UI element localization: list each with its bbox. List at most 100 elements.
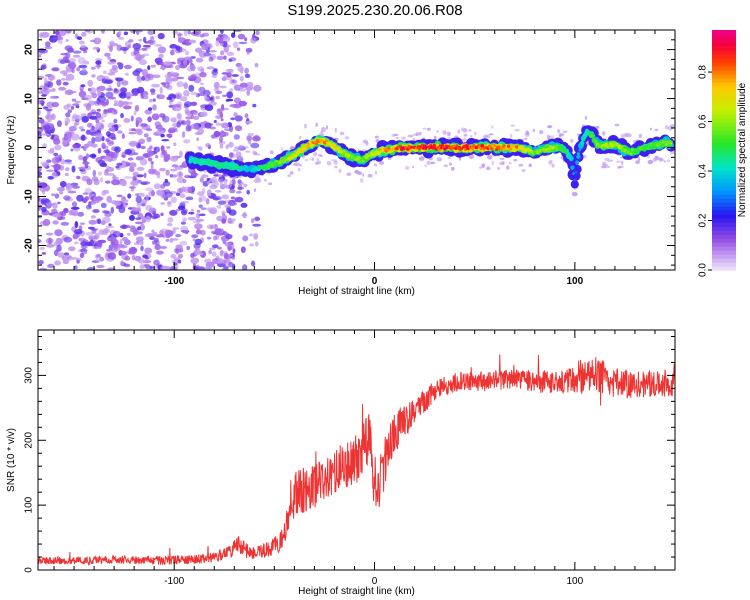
x-tick-label: 0 xyxy=(372,576,378,587)
noise-speckle xyxy=(139,158,148,166)
noise-speckle xyxy=(134,221,144,225)
noise-speckle xyxy=(147,65,151,71)
noise-speckle xyxy=(213,174,221,177)
noise-speckle xyxy=(155,240,160,246)
noise-speckle xyxy=(151,83,161,88)
noise-speckle xyxy=(38,100,45,105)
noise-speckle xyxy=(72,212,79,217)
noise-speckle xyxy=(128,162,137,168)
noise-speckle xyxy=(223,35,231,42)
noise-speckle xyxy=(206,236,212,240)
noise-speckle xyxy=(183,59,188,66)
noise-speckle xyxy=(161,139,170,142)
noise-speckle xyxy=(132,229,138,237)
noise-speckle xyxy=(171,98,175,101)
noise-speckle xyxy=(150,36,155,40)
noise-speckle xyxy=(138,30,143,33)
noise-speckle xyxy=(88,219,98,225)
y-tick-label: -20 xyxy=(24,238,35,253)
noise-speckle xyxy=(156,129,165,134)
noise-speckle xyxy=(43,164,47,168)
noise-speckle xyxy=(164,229,172,237)
noise-speckle xyxy=(373,163,378,167)
noise-speckle xyxy=(182,131,186,138)
noise-speckle xyxy=(236,155,243,160)
noise-speckle xyxy=(199,176,204,183)
ridge-mark xyxy=(502,144,506,148)
noise-speckle xyxy=(71,98,77,102)
noise-speckle xyxy=(620,133,626,139)
noise-speckle xyxy=(64,131,73,135)
colorbar-segment xyxy=(712,126,736,131)
noise-speckle xyxy=(124,148,133,155)
noise-speckle xyxy=(551,163,555,168)
noise-speckle xyxy=(60,159,66,165)
noise-speckle xyxy=(93,178,100,186)
noise-speckle xyxy=(607,159,613,162)
ridge-mark xyxy=(432,143,437,148)
noise-speckle xyxy=(169,265,178,270)
noise-speckle xyxy=(136,192,146,197)
noise-speckle xyxy=(244,67,250,74)
noise-speckle xyxy=(125,101,133,105)
noise-speckle xyxy=(68,246,76,252)
noise-speckle xyxy=(293,163,298,166)
noise-speckle xyxy=(85,129,91,135)
ridge-mark xyxy=(294,154,298,157)
noise-speckle xyxy=(99,256,105,262)
noise-speckle xyxy=(254,241,259,247)
noise-speckle xyxy=(81,31,87,37)
colorbar-segment xyxy=(712,150,736,155)
noise-speckle xyxy=(45,169,55,172)
noise-speckle xyxy=(140,145,146,150)
x-axis-label: Height of straight line (km) xyxy=(298,286,415,297)
noise-speckle xyxy=(216,204,222,209)
noise-speckle xyxy=(70,206,80,210)
noise-speckle xyxy=(151,189,155,197)
noise-speckle xyxy=(65,30,72,34)
noise-speckle xyxy=(434,135,437,141)
noise-speckle xyxy=(238,223,243,229)
x-axis-label: Height of straight line (km) xyxy=(298,586,415,597)
noise-speckle xyxy=(499,161,505,165)
noise-speckle xyxy=(124,263,130,267)
noise-speckle xyxy=(136,166,145,171)
noise-speckle xyxy=(621,160,624,165)
noise-speckle xyxy=(131,254,136,261)
noise-speckle xyxy=(144,247,153,254)
noise-speckle xyxy=(451,166,455,171)
noise-speckle xyxy=(120,80,129,86)
noise-speckle xyxy=(233,112,238,117)
noise-speckle xyxy=(214,115,224,119)
noise-speckle xyxy=(142,254,149,259)
noise-speckle xyxy=(89,87,97,94)
noise-speckle xyxy=(65,185,72,192)
noise-speckle xyxy=(177,46,183,53)
noise-speckle xyxy=(240,246,246,253)
noise-speckle xyxy=(226,72,232,78)
colorbar-segment xyxy=(712,250,736,255)
noise-speckle xyxy=(150,88,156,94)
noise-speckle xyxy=(161,149,166,155)
noise-speckle xyxy=(61,140,68,145)
colorbar-segment xyxy=(712,178,736,183)
noise-speckle xyxy=(38,260,44,265)
noise-speckle xyxy=(177,32,182,40)
colorbar-segment xyxy=(712,110,736,115)
noise-speckle xyxy=(152,104,157,111)
noise-speckle xyxy=(44,46,53,50)
noise-speckle xyxy=(252,103,257,108)
noise-speckle xyxy=(297,167,301,172)
noise-speckle xyxy=(67,109,73,113)
noise-speckle xyxy=(95,60,102,65)
colorbar-tick-label: 0.2 xyxy=(698,213,709,227)
noise-speckle xyxy=(159,66,167,70)
colorbar-segment xyxy=(712,198,736,203)
noise-speckle xyxy=(51,193,56,197)
noise-speckle xyxy=(280,147,284,151)
y-tick-label: 10 xyxy=(24,93,35,105)
noise-speckle xyxy=(191,234,199,239)
noise-speckle xyxy=(180,96,188,102)
noise-speckle xyxy=(81,116,89,123)
